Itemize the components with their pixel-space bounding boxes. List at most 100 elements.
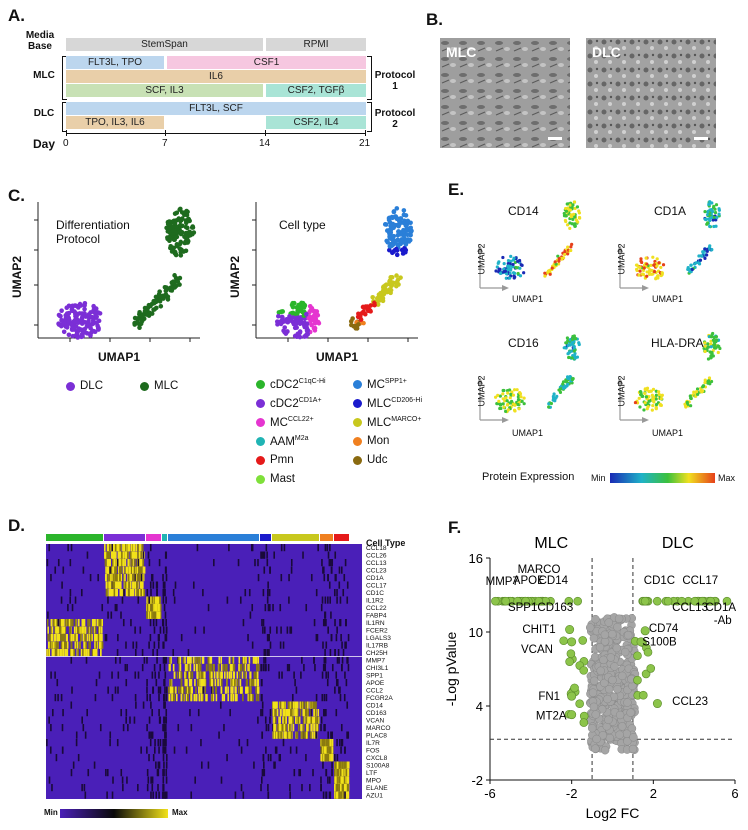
heatmap-cell [262,626,264,634]
heatmap-cell [254,656,257,664]
heatmap-cell [162,626,165,634]
heatmap-cell [87,769,90,777]
protein-point [706,221,710,225]
protein-point [703,247,707,251]
heatmap-cell [107,566,110,574]
heatmap-cell [316,634,319,642]
heatmap-cell [162,784,165,792]
heatmap-cell [165,619,167,627]
protein-point [714,335,719,339]
protein-point [714,203,719,207]
protein-point [657,392,661,397]
heatmap-cell [340,724,343,732]
heatmap-cell [221,671,223,679]
umap-point-celltype [358,317,364,322]
protein-point [504,396,508,400]
protein-point [501,392,505,396]
heatmap-group-swatch [334,534,349,541]
heatmap-cell [158,709,160,717]
umap-point-celltype [361,309,366,314]
protein-point [705,253,709,257]
heatmap-cell [164,791,166,799]
heatmap-cell [141,589,144,597]
heatmap-cell [325,641,328,649]
heatmap-cell [338,791,340,799]
heatmap-cell [285,709,288,717]
protein-point [642,266,646,270]
heatmap-cell [110,566,113,574]
protein-point [566,252,570,256]
heatmap-celltype-label: Cell Type [366,538,406,548]
heatmap-cell [190,656,192,664]
volcano-point-ns [591,744,600,753]
heatmap-cell [130,619,132,627]
heatmap-cell [306,724,309,732]
protein-point [510,390,514,394]
heatmap-cell [251,604,254,612]
heatmap-cell [164,566,167,574]
heatmap-cell [124,566,127,574]
heatmap-cell [255,694,258,702]
heatmap-cell [345,791,348,799]
umap-point-dlc [64,325,70,330]
heatmap-cell [147,596,150,604]
heatmap-cell [272,709,275,717]
heatmap-cell [339,694,342,702]
heatmap-cell [326,679,329,687]
heatmap-cell [131,589,133,597]
heatmap-cell [133,566,136,574]
umap-point-celltype [391,233,397,239]
heatmap-cell [51,641,53,649]
heatmap-cell [105,589,108,597]
heatmap-cell [267,784,269,792]
heatmap-cell [313,709,315,717]
protein-point [496,261,500,265]
heatmap-cell [345,679,348,687]
heatmap-cell [248,694,251,702]
umap-point-mlc [137,309,142,315]
heatmap-cell [240,784,243,792]
heatmap-cell [327,551,330,559]
heatmap-cell [151,574,153,582]
heatmap-cell [142,559,145,567]
heatmap-cell [236,694,238,702]
heatmap-gene-label: MPO [366,778,381,785]
heatmap-cell [135,551,138,559]
celltype-legend-item: cDC2C1qC-Hi [256,378,326,391]
protein-point [568,248,572,253]
heatmap-gene-label: AZU1 [366,793,383,800]
volcano-points [491,596,732,755]
heatmap-cell [173,686,175,694]
heatmap-cell [158,671,160,679]
heatmap-cell [315,731,318,739]
heatmap-cell [113,574,115,582]
heatmap-cell [344,559,347,567]
umap-point-dlc [56,321,61,326]
umap-point-celltype [403,242,409,247]
volcano-point-sig [578,636,588,645]
heatmap-cell [200,686,202,694]
heatmap-cell [168,694,171,702]
heatmap-cell [185,686,188,694]
protein-point [519,395,523,399]
heatmap-cell [156,611,159,619]
heatmap-cell [68,619,71,627]
umap-point-dlc [74,319,80,325]
heatmap-cell [157,739,160,747]
micrograph-dlc-texture [586,38,716,148]
heatmap-cell [65,649,67,657]
heatmap-cell [151,596,154,604]
heatmap-cell [152,791,154,799]
heatmap-cell [126,581,129,589]
volcano-point-sig [491,596,500,606]
heatmap-cell [157,686,160,694]
heatmap-cell [199,664,202,672]
protein-point [517,407,521,411]
heatmap-cell [132,581,134,589]
heatmap-cell [212,694,215,702]
protein-point [696,392,700,396]
protein-point [643,401,647,405]
heatmap-cell [149,619,152,627]
umap-point-celltype [353,326,359,331]
heatmap-cell [291,709,294,717]
